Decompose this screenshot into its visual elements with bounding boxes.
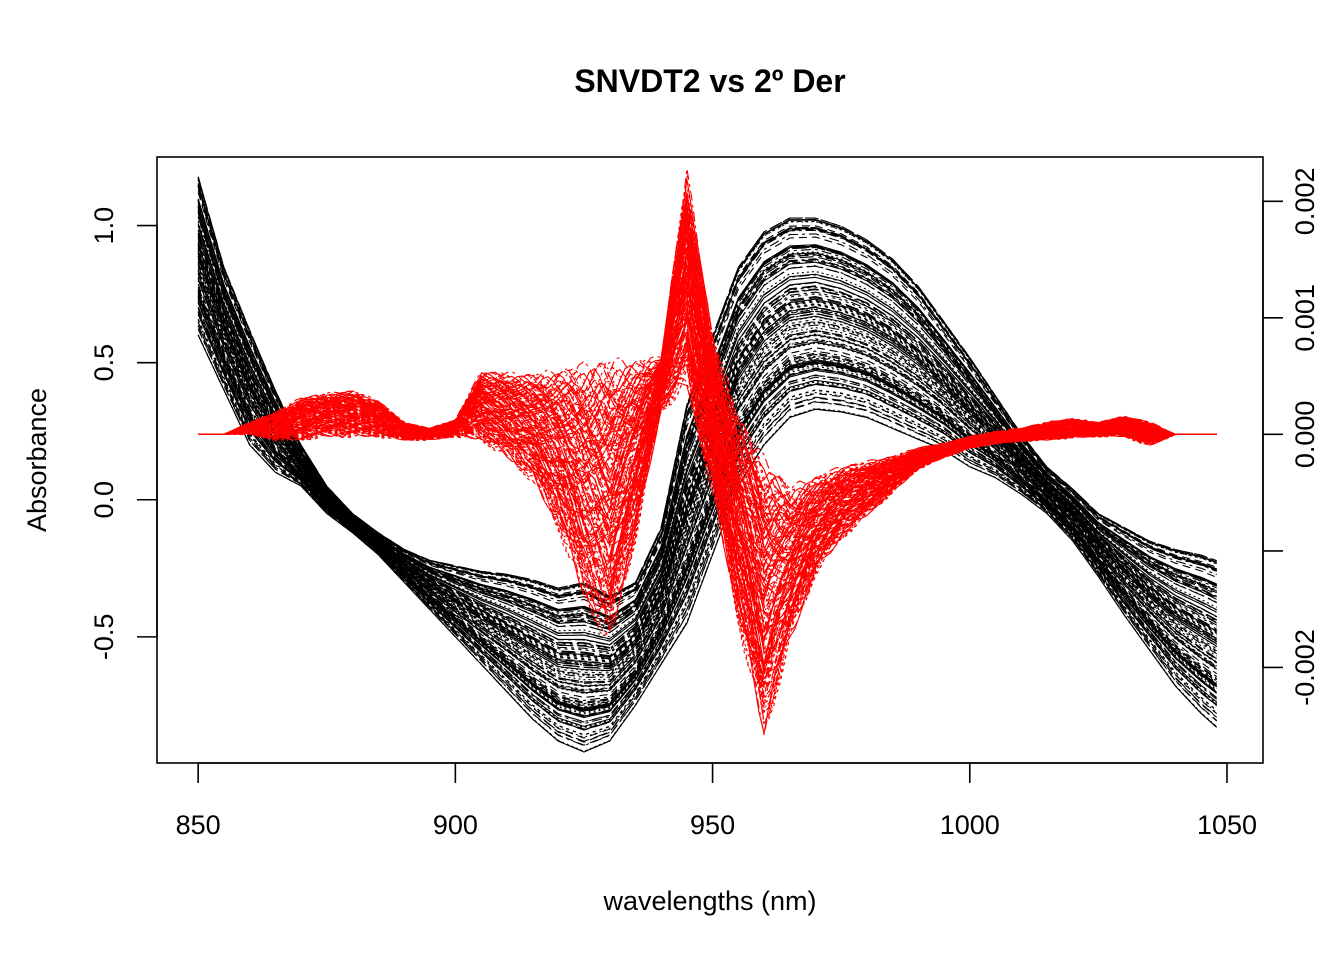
derivative-spectrum-line bbox=[198, 349, 1217, 697]
snvdt2-spectrum-line bbox=[197, 321, 1218, 738]
derivative-spectrum-line bbox=[198, 231, 1217, 548]
x-tick-label: 950 bbox=[690, 810, 735, 840]
snvdt2-spectrum-line bbox=[197, 324, 1218, 742]
derivative-spectrum-line bbox=[198, 330, 1217, 666]
y-tick-label: 1.0 bbox=[89, 207, 119, 245]
x-tick-label: 900 bbox=[433, 810, 478, 840]
derivative-spectrum-line bbox=[198, 342, 1217, 680]
y2-tick-label: 0.002 bbox=[1290, 167, 1320, 235]
derivative-spectrum-line bbox=[198, 367, 1217, 715]
snvdt2-spectrum-line bbox=[197, 334, 1218, 752]
derivative-spectrum-line bbox=[198, 189, 1217, 499]
derivative-spectrum-line bbox=[198, 240, 1217, 560]
derivative-spectrum-line bbox=[198, 179, 1217, 507]
derivative-spectrum-line bbox=[198, 177, 1217, 497]
snvdt2-spectrum-line bbox=[197, 184, 1217, 605]
series-second-derivative bbox=[198, 168, 1217, 736]
derivative-spectrum-line bbox=[198, 313, 1217, 649]
snvdt2-spectrum-line bbox=[197, 258, 1217, 672]
axes: 850 900 950 1000 1050 -0.5 0.0 0.5 1.0 -0.002 0.00… bbox=[89, 167, 1320, 840]
y2-tick-label: 0.000 bbox=[1290, 401, 1320, 469]
snvdt2-spectrum-line bbox=[197, 308, 1218, 725]
derivative-spectrum-line bbox=[198, 168, 1217, 497]
y-tick-label: 0.5 bbox=[89, 344, 119, 382]
snvdt2-spectrum-line bbox=[197, 183, 1217, 603]
snvdt2-spectrum-line bbox=[197, 220, 1217, 638]
y-axis-label: Absorbance bbox=[22, 388, 52, 532]
snvdt2-spectrum-line bbox=[197, 269, 1218, 683]
y2-tick-label: 0.001 bbox=[1290, 284, 1320, 352]
derivative-spectrum-line bbox=[198, 225, 1217, 535]
snvdt2-spectrum-line bbox=[197, 233, 1217, 650]
derivative-spectrum-line bbox=[198, 366, 1217, 725]
snvdt2-spectrum-line bbox=[197, 328, 1218, 746]
derivative-spectrum-line bbox=[198, 298, 1217, 613]
derivative-spectrum-line bbox=[198, 273, 1217, 595]
y-tick-label: -0.5 bbox=[89, 614, 119, 661]
x-tick-label: 850 bbox=[176, 810, 221, 840]
snvdt2-spectrum-line bbox=[197, 314, 1218, 731]
snvdt2-spectrum-line bbox=[197, 291, 1218, 707]
y2-tick-label: -0.002 bbox=[1290, 629, 1320, 706]
plot-region bbox=[197, 168, 1218, 753]
chart-title: SNVDT2 vs 2º Der bbox=[574, 63, 845, 99]
snvdt2-spectrum-line bbox=[197, 284, 1218, 699]
derivative-spectrum-line bbox=[198, 381, 1217, 734]
snvdt2-spectrum-line bbox=[197, 279, 1218, 693]
x-axis-label: wavelengths (nm) bbox=[602, 886, 816, 916]
derivative-spectrum-line bbox=[198, 349, 1217, 699]
derivative-spectrum-line bbox=[198, 196, 1217, 504]
snvdt2-spectrum-line bbox=[197, 301, 1218, 717]
x-tick-label: 1050 bbox=[1197, 810, 1257, 840]
snvdt2-spectrum-line bbox=[197, 289, 1218, 704]
snvdt2-spectrum-line bbox=[197, 273, 1218, 687]
y-tick-label: 0.0 bbox=[89, 481, 119, 519]
derivative-spectrum-line bbox=[198, 247, 1217, 562]
derivative-spectrum-line bbox=[198, 289, 1217, 601]
x-tick-label: 1000 bbox=[940, 810, 1000, 840]
derivative-spectrum-line bbox=[198, 254, 1217, 559]
snvdt2-spectrum-line bbox=[197, 270, 1218, 684]
derivative-spectrum-line bbox=[198, 280, 1217, 591]
derivative-spectrum-line bbox=[198, 365, 1217, 707]
snvdt2-spectrum-line bbox=[197, 250, 1217, 664]
